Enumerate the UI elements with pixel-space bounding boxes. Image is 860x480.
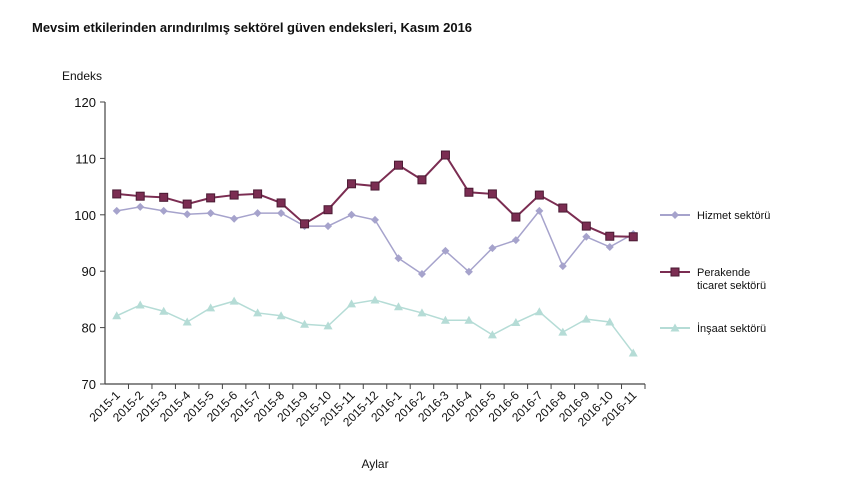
y-tick-label: 110 [75,151,96,166]
data-point [370,295,380,304]
y-axis-label: Endeks [62,69,102,83]
data-point [511,212,521,222]
data-point [276,311,286,320]
data-point [628,232,638,242]
data-point [581,314,591,323]
series-line [116,153,634,238]
data-point [300,219,310,229]
legend-label: Perakende [697,267,750,279]
data-point [323,321,333,330]
legend-item: Hizmet sektörü [660,210,770,222]
legend-label: Hizmet sektörü [697,210,770,222]
data-point [670,267,680,277]
y-tick-label: 120 [74,95,96,110]
y-tick-label: 90 [82,264,96,279]
data-point [534,190,544,200]
data-point [136,202,145,211]
data-point [112,189,122,199]
data-point [605,242,614,251]
series-0 [112,202,638,279]
data-point [534,307,544,316]
data-point [464,187,474,197]
data-point [253,189,263,199]
data-point [440,315,450,324]
data-point [511,236,520,245]
data-point [417,175,427,185]
data-point [535,206,544,215]
data-point [488,244,497,253]
data-point [394,254,403,263]
data-point [670,323,680,332]
legend-label: İnşaat sektörü [697,322,766,335]
data-point [370,181,380,191]
data-point [182,199,192,209]
data-point [159,306,169,315]
data-point [417,270,426,279]
y-tick-label: 70 [82,377,96,392]
data-point [371,215,379,224]
x-axis-label: Aylar [361,457,388,471]
data-point [628,348,638,357]
data-point [183,210,192,219]
data-point [276,198,286,208]
data-point [112,311,122,320]
data-point [135,191,145,201]
data-point [487,189,497,199]
data-point [464,315,474,324]
data-point [487,330,497,339]
data-point [253,308,263,317]
series-2 [112,295,638,357]
series-1 [112,150,638,242]
data-point [206,193,216,203]
data-point [558,203,568,213]
data-point [558,327,568,336]
data-point [441,246,450,255]
data-point [182,317,192,326]
legend-item: İnşaat sektörü [660,322,766,335]
data-point [230,214,239,223]
data-point [671,211,679,219]
data-point [206,209,215,218]
data-point [159,206,168,215]
data-point [464,267,473,276]
data-point [347,210,356,219]
data-point [393,302,403,311]
data-point [582,232,591,241]
data-point [135,300,145,309]
data-point [511,318,521,327]
y-tick-label: 100 [74,208,96,223]
data-point [277,209,286,218]
data-point [558,262,567,271]
data-point [300,319,310,328]
data-point [229,190,239,200]
data-point [323,205,333,215]
data-point [229,296,239,305]
data-point [206,303,216,312]
chart-title: Mevsim etkilerinden arındırılmış sektöre… [32,20,473,35]
data-point [581,221,591,231]
y-tick-label: 80 [82,321,96,336]
data-point [159,192,169,202]
data-point [253,209,262,218]
series-line [116,299,634,354]
legend-label: ticaret sektörü [697,280,766,292]
data-point [417,308,427,317]
data-point [324,222,333,231]
data-point [605,231,615,241]
data-point [440,150,450,160]
data-point [112,206,121,215]
data-point [393,160,403,170]
data-point [347,179,357,189]
data-point [347,299,357,308]
data-point [605,317,615,326]
